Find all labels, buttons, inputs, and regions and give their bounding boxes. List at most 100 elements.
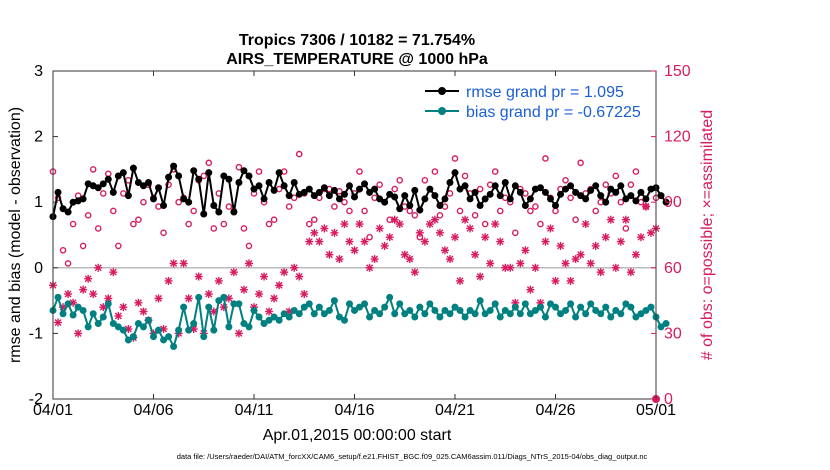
bias-point bbox=[627, 303, 635, 311]
obs-assimilated-point bbox=[179, 259, 188, 268]
rmse-point bbox=[64, 208, 72, 216]
obs-assimilated-point bbox=[621, 215, 630, 224]
rmse-point bbox=[416, 206, 424, 214]
obs-assimilated-point bbox=[89, 290, 98, 299]
bias-point bbox=[421, 310, 429, 318]
rmse-point bbox=[225, 175, 233, 183]
obs-assimilated-point bbox=[626, 268, 635, 277]
obs-possible-point bbox=[160, 229, 167, 237]
bias-point bbox=[491, 300, 499, 308]
obs-assimilated-point bbox=[586, 259, 595, 268]
chart-title-line1: Tropics 7306 / 10182 = 71.754% bbox=[239, 32, 475, 49]
rmse-point bbox=[361, 180, 369, 188]
obs-possible-point bbox=[431, 168, 439, 175]
rmse-point bbox=[366, 188, 374, 196]
chart-title-line2: AIRS_TEMPERATURE @ 1000 hPa bbox=[226, 51, 488, 68]
obs-assimilated-point bbox=[526, 285, 535, 294]
rmse-point bbox=[190, 167, 198, 175]
rmse-point bbox=[396, 205, 404, 213]
rmse-point bbox=[401, 192, 409, 200]
rmse-point bbox=[506, 195, 514, 203]
obs-assimilated-point bbox=[74, 329, 83, 338]
plot-area bbox=[53, 71, 656, 399]
bias-point bbox=[265, 316, 273, 324]
rmse-point bbox=[501, 179, 509, 187]
bias-point bbox=[391, 310, 399, 318]
obs-possible-point bbox=[612, 172, 620, 180]
bias-point bbox=[446, 310, 454, 318]
rmse-point bbox=[376, 195, 384, 203]
rmse-point bbox=[265, 179, 273, 187]
obs-assimilated-point bbox=[395, 220, 404, 229]
bias-point bbox=[205, 303, 213, 311]
obs-assimilated-point bbox=[430, 215, 439, 224]
rmse-point bbox=[436, 201, 444, 209]
y-left-tick-label: 3 bbox=[34, 63, 43, 80]
bias-point bbox=[612, 306, 620, 314]
bias-point bbox=[270, 313, 278, 321]
bias-point bbox=[210, 326, 218, 334]
obs-possible-point bbox=[421, 177, 429, 184]
obs-assimilated-point bbox=[576, 250, 585, 259]
bias-point bbox=[335, 313, 343, 321]
bias-point bbox=[250, 306, 258, 314]
obs-possible-point bbox=[285, 203, 293, 210]
bias-point bbox=[160, 336, 168, 344]
bias-point bbox=[300, 303, 308, 311]
bias-point bbox=[185, 326, 193, 334]
y-axis-right-label: # of obs: o=possible; ×=assimilated bbox=[699, 110, 716, 360]
bias-point bbox=[632, 313, 640, 321]
rmse-point bbox=[290, 179, 298, 187]
rmse-point bbox=[109, 188, 117, 196]
bias-point bbox=[195, 293, 203, 301]
bias-point bbox=[310, 310, 318, 318]
bias-point bbox=[552, 303, 559, 311]
obs-possible-point bbox=[391, 185, 399, 193]
y-right-tick-label: 30 bbox=[664, 325, 682, 342]
bias-point bbox=[582, 310, 590, 318]
rmse-point bbox=[144, 179, 152, 187]
bias-point bbox=[376, 310, 384, 318]
bias-point bbox=[401, 310, 409, 318]
bias-point bbox=[139, 323, 147, 331]
x-tick-label: 04/06 bbox=[133, 402, 173, 419]
y-left-tick-label: 0 bbox=[34, 260, 43, 277]
bias-point bbox=[567, 300, 575, 308]
rmse-point bbox=[662, 198, 670, 206]
rmse-point bbox=[456, 185, 464, 193]
rmse-point bbox=[94, 184, 102, 192]
rmse-point bbox=[526, 195, 534, 203]
obs-assimilated-point bbox=[496, 237, 505, 246]
bias-point bbox=[572, 313, 580, 321]
bias-point bbox=[476, 297, 484, 305]
rmse-point bbox=[54, 188, 62, 196]
rmse-point bbox=[541, 188, 549, 196]
bias-point bbox=[386, 293, 394, 301]
y-right-tick-label: 120 bbox=[664, 129, 691, 146]
obs-possible-point bbox=[592, 207, 600, 215]
bias-point bbox=[54, 293, 62, 301]
obs-assimilated-point bbox=[516, 259, 525, 268]
obs-assimilated-point bbox=[119, 303, 128, 312]
bias-point bbox=[496, 313, 504, 321]
rmse-point bbox=[356, 185, 364, 193]
obs-assimilated-point bbox=[476, 272, 485, 281]
bias-point bbox=[436, 313, 444, 321]
obs-possible-point bbox=[491, 168, 499, 175]
obs-assimilated-point bbox=[244, 259, 253, 268]
obs-assimilated-point bbox=[290, 263, 299, 272]
obs-assimilated-point bbox=[239, 285, 248, 294]
rmse-point bbox=[471, 188, 479, 196]
rmse-point bbox=[330, 186, 338, 194]
bias-point bbox=[325, 306, 333, 314]
obs-assimilated-point bbox=[566, 276, 575, 285]
obs-possible-point bbox=[220, 220, 228, 228]
obs-possible-point bbox=[471, 212, 479, 219]
rmse-point bbox=[391, 193, 399, 201]
y-left-tick-label: -2 bbox=[29, 391, 43, 408]
y-right-tick-label: 90 bbox=[664, 194, 682, 211]
rmse-point bbox=[476, 201, 484, 209]
rmse-point bbox=[622, 195, 630, 203]
bias-point bbox=[340, 316, 348, 324]
obs-possible-point bbox=[200, 172, 208, 180]
